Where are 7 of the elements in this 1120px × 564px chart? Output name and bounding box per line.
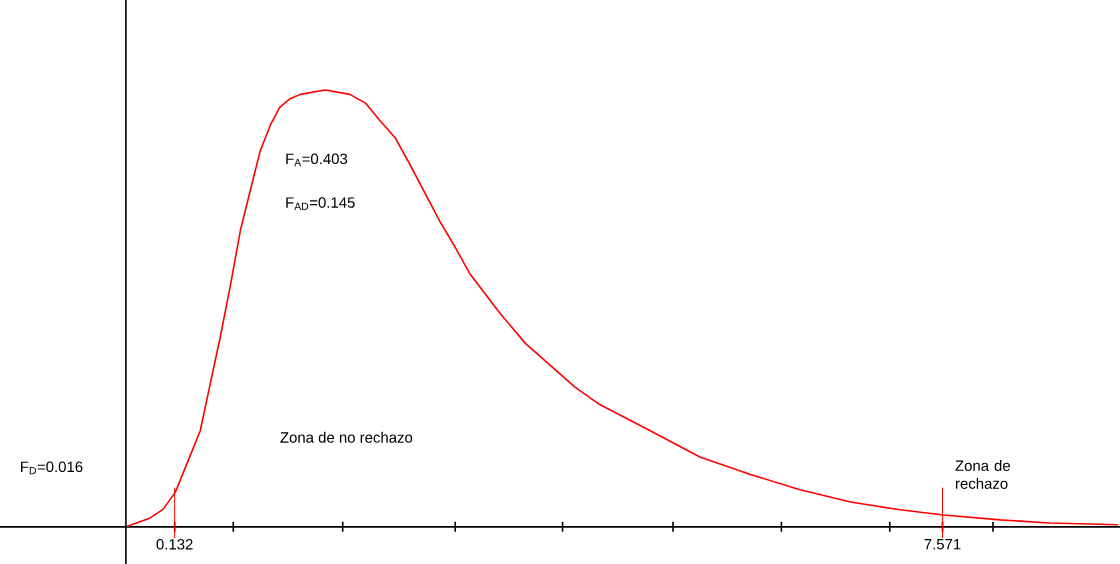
- annotation: F$_{D}$=0.016: [21, 461, 83, 475]
- x-tick-label: 7.571: [924, 539, 961, 550]
- annotation: Zona de rechazo: [955, 459, 1010, 489]
- annotation: F$_{A}$=0.403: [286, 153, 348, 167]
- annotation: F$_{AD}$=0.145: [286, 197, 355, 210]
- annotation: Zona de no rechazo: [280, 431, 413, 443]
- x-tick-label: 0.132: [156, 539, 193, 550]
